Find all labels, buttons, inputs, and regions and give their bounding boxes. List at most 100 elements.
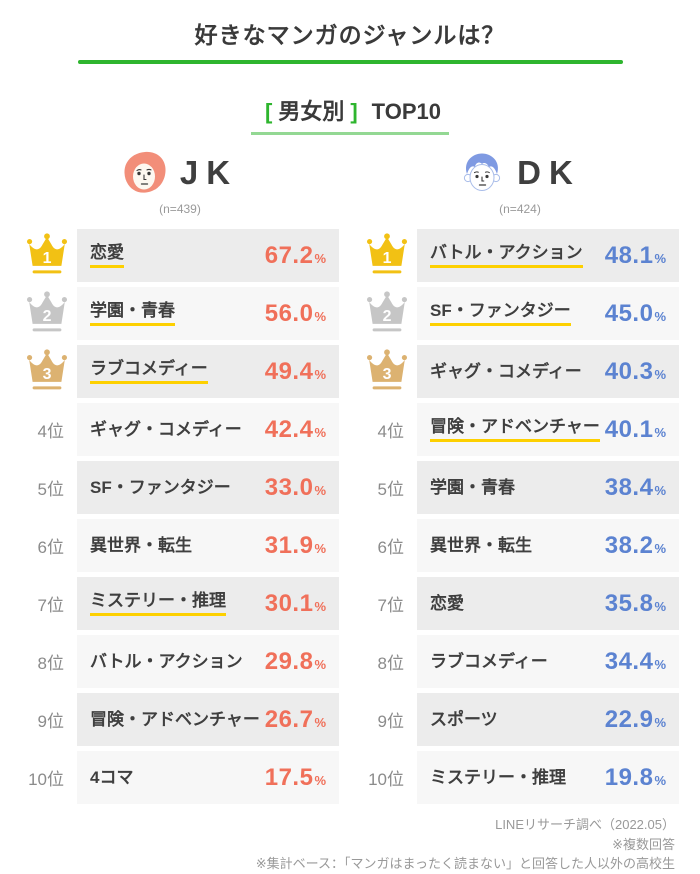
rank-crown-icon: 3 xyxy=(367,348,407,389)
genre-label: バトル・アクション xyxy=(90,651,243,671)
ranking-row-block: SF・ファンタジー 45.0% xyxy=(417,287,679,340)
rank-label-text: 4位 xyxy=(37,422,64,441)
genre-label: 冒険・アドベンチャー xyxy=(90,709,260,729)
percent-sign: % xyxy=(314,250,326,266)
ranking-row-block: バトル・アクション 29.8% xyxy=(77,635,339,688)
ranking-row: 5位 学園・青春 38.4% xyxy=(361,461,679,514)
genre-label: ミステリー・推理 xyxy=(90,591,226,616)
rank-label-text: 10位 xyxy=(28,770,64,789)
percent-number: 34.4 xyxy=(604,647,654,675)
rank-label-text: 10位 xyxy=(368,770,404,789)
percent-value: 49.4% xyxy=(265,358,326,386)
genre-label: 4コマ xyxy=(90,767,134,787)
percent-sign: % xyxy=(314,714,326,730)
svg-text:3: 3 xyxy=(43,365,52,382)
percent-sign: % xyxy=(314,366,326,382)
percent-number: 19.8 xyxy=(604,763,654,791)
genre-label: ミステリー・推理 xyxy=(430,767,566,787)
percent-value: 30.1% xyxy=(265,590,326,618)
percent-value: 48.1% xyxy=(605,242,666,270)
percent-sign: % xyxy=(654,308,666,324)
percent-value: 40.3% xyxy=(605,358,666,386)
percent-number: 22.9 xyxy=(604,705,654,733)
ranking-row-block: ギャグ・コメディー 42.4% xyxy=(77,403,339,456)
ranking-row: 2 SF・ファンタジー 45.0% xyxy=(361,287,679,340)
rank-label-text: 6位 xyxy=(37,538,64,557)
percent-sign: % xyxy=(654,482,666,498)
percent-value: 33.0% xyxy=(265,474,326,502)
percent-sign: % xyxy=(654,424,666,440)
percent-number: 29.8 xyxy=(264,647,314,675)
rank-label: 7位 xyxy=(361,591,413,616)
subtitle-suffix: TOP10 xyxy=(371,99,441,124)
ranking-row-block: 恋愛 67.2% xyxy=(77,229,339,282)
ranking-row-block: 異世界・転生 31.9% xyxy=(77,519,339,572)
rank-label-text: 9位 xyxy=(37,712,64,731)
rank-label: 5位 xyxy=(21,475,73,500)
percent-number: 56.0 xyxy=(264,299,314,327)
ranking-row: 2 学園・青春 56.0% xyxy=(21,287,339,340)
rank-label-text: 8位 xyxy=(377,654,404,673)
percent-number: 42.4 xyxy=(264,415,314,443)
rank-crown-silver: 2 xyxy=(21,289,73,339)
genre-label: スポーツ xyxy=(430,709,498,729)
ranking-row: 3 ギャグ・コメディー 40.3% xyxy=(361,345,679,398)
percent-sign: % xyxy=(654,366,666,382)
rank-crown-gold: 1 xyxy=(361,231,413,281)
percent-value: 19.8% xyxy=(605,764,666,792)
svg-text:3: 3 xyxy=(383,365,392,382)
percent-sign: % xyxy=(654,656,666,672)
percent-sign: % xyxy=(654,598,666,614)
subtitle-category: 男女別 xyxy=(278,99,345,124)
percent-number: 26.7 xyxy=(264,705,314,733)
note-aggregation-base: ※集計ベース：「マンガはまったく読まない」と回答した人以外の高校生 xyxy=(255,856,675,871)
rank-label: 10位 xyxy=(21,765,73,790)
percent-value: 38.2% xyxy=(605,532,666,560)
percent-value: 40.1% xyxy=(605,416,666,444)
percent-sign: % xyxy=(314,772,326,788)
page-title: 好きなマンガのジャンルは？ xyxy=(194,22,506,48)
rank-label: 4位 xyxy=(361,417,413,442)
rank-label: 9位 xyxy=(361,707,413,732)
ranking-board: JK (n=439) 1 恋愛 67.2% 2 学園・青春 56.0% 3 ラブコメディー 49… xyxy=(0,147,700,809)
genre-label: 冒険・アドベンチャー xyxy=(430,417,600,442)
rank-label: 4位 xyxy=(21,417,73,442)
genre-label: ギャグ・コメディー xyxy=(430,361,582,381)
ranking-row: 5位 SF・ファンタジー 33.0% xyxy=(21,461,339,514)
ranking-row-block: 恋愛 35.8% xyxy=(417,577,679,630)
percent-number: 31.9 xyxy=(264,531,314,559)
ranking-row: 1 バトル・アクション 48.1% xyxy=(361,229,679,282)
percent-value: 42.4% xyxy=(265,416,326,444)
percent-sign: % xyxy=(314,540,326,556)
column-label-jk: JK xyxy=(179,154,239,191)
ranking-row: 3 ラブコメディー 49.4% xyxy=(21,345,339,398)
title-divider xyxy=(77,60,623,64)
close-bracket: ] xyxy=(350,99,358,124)
percent-number: 45.0 xyxy=(604,299,654,327)
ranking-row-block: ラブコメディー 34.4% xyxy=(417,635,679,688)
boy-face-icon xyxy=(464,153,501,191)
subtitle-wrap: [男女別] TOP10 xyxy=(0,94,700,135)
percent-sign: % xyxy=(314,656,326,672)
percent-number: 38.4 xyxy=(604,473,654,501)
rank-crown-icon: 1 xyxy=(27,232,67,273)
ranking-row: 1 恋愛 67.2% xyxy=(21,229,339,282)
rank-crown-gold: 1 xyxy=(21,231,73,281)
ranking-row: 6位 異世界・転生 31.9% xyxy=(21,519,339,572)
rank-label: 5位 xyxy=(361,475,413,500)
subtitle: [男女別] TOP10 xyxy=(251,94,449,135)
rank-crown-bronze: 3 xyxy=(21,347,73,397)
percent-value: 29.8% xyxy=(265,648,326,676)
rank-crown-bronze: 3 xyxy=(361,347,413,397)
genre-label: 学園・青春 xyxy=(430,477,515,497)
ranking-row: 7位 ミステリー・推理 30.1% xyxy=(21,577,339,630)
ranking-row-block: ラブコメディー 49.4% xyxy=(77,345,339,398)
rank-label-text: 9位 xyxy=(377,712,404,731)
rank-label-text: 6位 xyxy=(377,538,404,557)
rank-label: 10位 xyxy=(361,765,413,790)
rank-label: 8位 xyxy=(361,649,413,674)
rank-label-text: 7位 xyxy=(37,596,64,615)
ranking-row-block: 学園・青春 38.4% xyxy=(417,461,679,514)
rank-crown-icon: 1 xyxy=(367,232,407,273)
